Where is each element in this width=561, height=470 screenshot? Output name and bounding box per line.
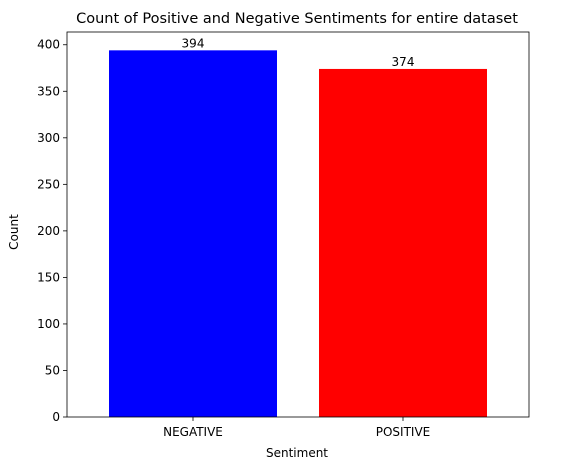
y-tick-label-100: 100	[37, 317, 60, 331]
y-tick-label-150: 150	[37, 270, 60, 284]
data-label-positive: 374	[392, 55, 415, 69]
x-tick-label-negative: NEGATIVE	[163, 425, 223, 439]
bar-negative	[109, 50, 277, 417]
x-tick-label-positive: POSITIVE	[376, 425, 431, 439]
plot-frame	[66, 31, 530, 418]
y-tick-label-400: 400	[37, 38, 60, 52]
y-tick-label-350: 350	[37, 84, 60, 98]
y-tick-label-200: 200	[37, 224, 60, 238]
ticks-layer: NEGATIVE POSITIVE 0 50 100 150 200 250 300 350 400	[37, 38, 430, 439]
y-tick-label-50: 50	[45, 363, 60, 377]
y-tick-label-250: 250	[37, 177, 60, 191]
y-tick-label-0: 0	[52, 410, 60, 424]
axes-layer	[66, 31, 530, 418]
y-tick-label-300: 300	[37, 131, 60, 145]
bar-positive	[319, 68, 487, 417]
y-axis-label: Count	[7, 214, 21, 250]
chart-title: Count of Positive and Negative Sentiment…	[76, 11, 518, 27]
x-axis-label: Sentiment	[266, 446, 328, 460]
data-label-negative: 394	[182, 36, 205, 50]
bars-layer: 394 374	[109, 36, 487, 417]
